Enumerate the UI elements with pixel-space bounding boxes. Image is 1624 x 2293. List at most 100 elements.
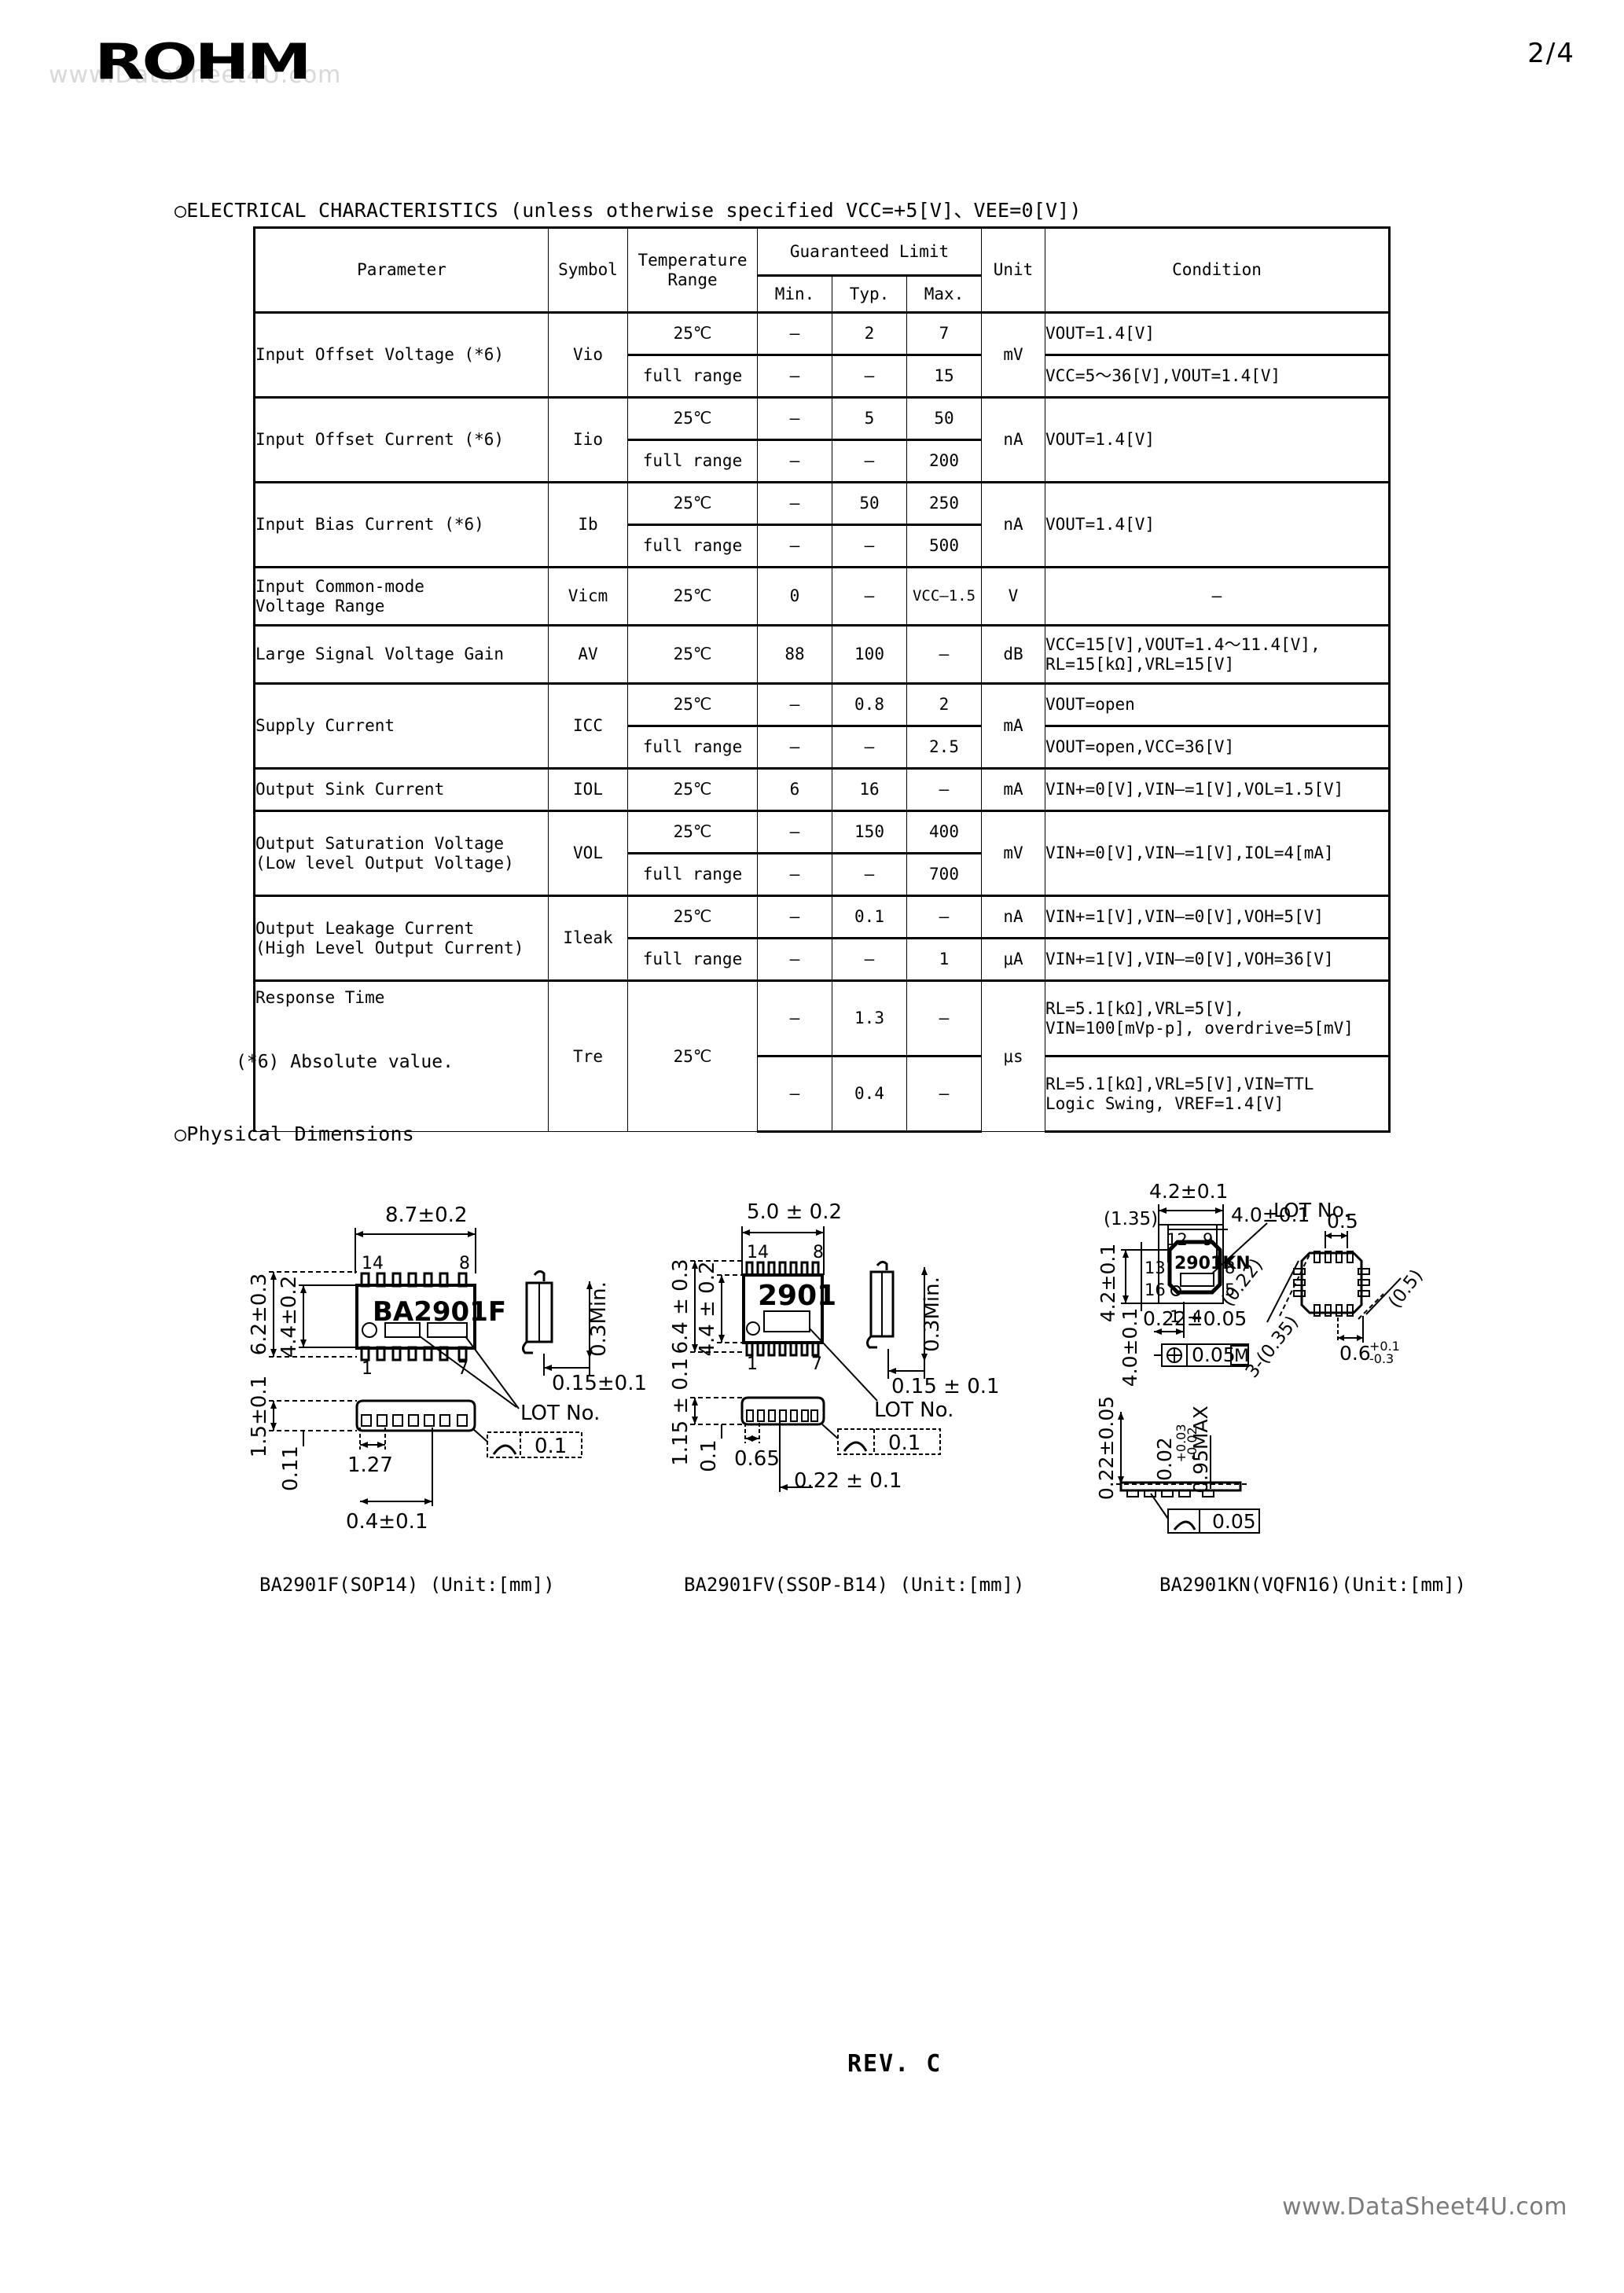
cell-typ: 1.3 [832,979,907,1056]
cell-max: – [906,895,982,939]
cell-min: – [757,852,832,896]
cell-condition: VIN+=1[V],VIN–=0[V],VOH=5[V] [1045,895,1391,939]
col-temperature-range: Temperature Range [627,226,758,313]
cell-parameter: Input Bias Current (*6) [253,481,549,568]
package-caption-ssop-b14: BA2901FV(SSOP-B14) (Unit:[mm]) [684,1574,1025,1596]
col-condition: Condition [1045,226,1391,313]
cell-parameter: Large Signal Voltage Gain [253,624,549,684]
cell-condition: VOUT=1.4[V] [1045,396,1391,483]
cell-max: – [906,624,982,684]
cell-condition: VOUT=open [1045,682,1391,726]
cell-parameter-l1: Output Saturation Voltage [255,833,505,853]
cell-unit: mA [981,767,1045,811]
cell-symbol: VOL [548,810,628,896]
cell-parameter: Input Offset Current (*6) [253,396,549,483]
cell-max: 50 [906,396,982,440]
table-row: Output Leakage Current (High Level Outpu… [253,895,1391,981]
cell-condition: VOUT=1.4[V] [1045,481,1391,568]
col-unit: Unit [981,226,1045,313]
cell-temp: full range [627,937,758,981]
dim-body-outer: 6.4 ± 0.3 [669,1259,693,1354]
cell-typ: – [832,852,907,896]
dim-lead-width: 0.22 ± 0.1 [794,1469,902,1493]
cell-typ: 0.1 [832,895,907,939]
cell-max: 7 [906,311,982,355]
pin-number-4: 4 [1192,1307,1202,1326]
cell-unit: mA [981,682,1045,769]
pin-number-7: 7 [457,1359,468,1379]
cell-max: 400 [906,810,982,854]
cell-parameter: Input Offset Voltage (*6) [253,311,549,398]
cell-max: – [906,767,982,811]
cell-typ: 2 [832,311,907,355]
table-row: Input Common-mode Voltage Range Vicm 25℃… [253,566,1391,626]
watermark-bottom: www.DataSheet4U.com [1282,2193,1567,2221]
pin-number-14: 14 [362,1254,384,1273]
dim-side-lead: 0.22±0.05 [1095,1396,1118,1500]
cell-min: – [757,311,832,355]
cell-temp: 25℃ [627,624,758,684]
cell-condition-l1: RL=5.1[kΩ],VRL=5[V], [1045,998,1244,1018]
dim-pad-d-minus: -0.3 [1369,1351,1394,1366]
table-row: Input Bias Current (*6) Ib 25℃ – 50 250 … [253,481,1391,568]
pin-number-16: 16 [1145,1281,1166,1299]
cell-parameter: Supply Current [253,682,549,769]
cell-symbol: Vicm [548,566,628,626]
cell-max: 500 [906,524,982,568]
cell-max: 2.5 [906,725,982,769]
dim-pitch: 1.27 [347,1453,393,1477]
pin-number-12: 12 [1167,1230,1188,1249]
cell-condition: – [1045,566,1391,626]
cell-temp: 25℃ [627,311,758,355]
cell-temp: 25℃ [627,979,758,1132]
cell-temp: full range [627,852,758,896]
cell-temp: full range [627,354,758,398]
cell-typ: 0.8 [832,682,907,726]
cell-temp: full range [627,439,758,483]
cell-parameter-l2: (High Level Output Current) [255,938,524,957]
cell-condition: RL=5.1[kΩ],VRL=5[V],VIN=TTL Logic Swing,… [1045,1055,1391,1133]
cell-condition: VOUT=1.4[V] [1045,311,1391,355]
pin-number-9: 9 [1203,1230,1213,1249]
package-marking: 2901 [758,1280,836,1312]
package-marking: BA2901F [373,1296,506,1328]
cell-condition: RL=5.1[kΩ],VRL=5[V], VIN=100[mVp-p], ove… [1045,979,1391,1056]
cell-min: – [757,481,832,525]
cell-temp: 25℃ [627,481,758,525]
dim-width-inner: 4.0±0.1 [1231,1203,1310,1226]
cell-condition-l1: VCC=15[V],VOUT=1.4〜11.4[V], [1045,634,1321,654]
dim-pitch: 0.5 [1327,1210,1358,1233]
col-min: Min. [757,274,832,313]
cell-symbol: Tre [548,979,628,1132]
dim-tolerance-modifier: M [1234,1347,1249,1366]
cell-min: – [757,979,832,1056]
cell-typ: – [832,566,907,626]
dim-tolerance: 0.05 [1192,1343,1236,1366]
cell-max: 200 [906,439,982,483]
package-drawing-sop14: 8.7±0.2 14 8 1 7 BA2901F 6.2±0.3 4.4±0.2… [206,1179,646,1572]
pin-number-8: 8 [1225,1259,1235,1277]
cell-parameter: Output Sink Current [253,767,549,811]
cell-typ: – [832,725,907,769]
cell-typ: – [832,937,907,981]
dim-width: 8.7±0.2 [385,1203,467,1227]
cell-temp: 25℃ [627,396,758,440]
table-row: Output Saturation Voltage (Low level Out… [253,810,1391,896]
table-row: full range – – 700 [255,852,1390,896]
cell-unit: mV [981,311,1045,398]
cell-temp: full range [627,725,758,769]
electrical-characteristics-heading: ○ELECTRICAL CHARACTERISTICS (unless othe… [175,199,1082,222]
dim-height: 1.5±0.1 [248,1376,271,1457]
dim-body-inner: 4.4 ± 0.2 [696,1261,719,1356]
revision-label: REV. C [847,2050,942,2078]
cell-typ: 5 [832,396,907,440]
col-temperature-range-l1: Temperature [637,250,748,270]
cell-temp: 25℃ [627,566,758,626]
dim-standoff: 0.11 [279,1446,303,1491]
cell-min: – [757,439,832,483]
cell-typ: 0.4 [832,1055,907,1133]
lot-no-label: LOT No. [520,1402,600,1425]
dim-corner-ref: (1.35) [1104,1209,1158,1229]
table-row: full range – – 200 [255,439,1390,483]
